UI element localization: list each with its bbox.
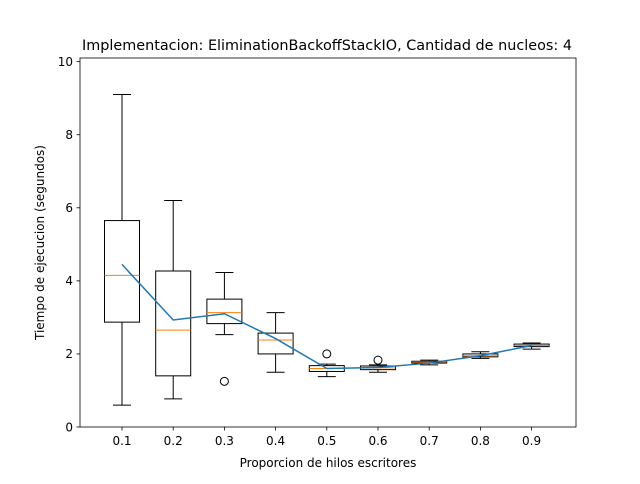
y-tick-label: 10 [58,55,73,69]
plot-area [104,94,550,406]
x-tick-label: 0.2 [164,434,183,448]
mean-line [121,263,532,370]
axes: 0.1 0.2 0.3 0.4 0.5 0.6 0.7 0.8 0.9 0 2 4 6 8 10 [58,55,541,448]
outlier-point [219,376,229,386]
box-iqr [104,220,140,323]
chart-title: Implementacion: EliminationBackoffStackI… [82,38,572,54]
x-tick-label: 0.3 [215,434,234,448]
x-tick-label: 0.5 [317,434,336,448]
box-0.5 [308,349,345,378]
y-tick-label: 8 [65,128,73,142]
box-0.2 [155,199,192,400]
x-tick-label: 0.4 [266,434,285,448]
box-0.1 [104,94,140,406]
box-iqr [206,298,243,325]
y-tick-label: 6 [65,201,73,215]
x-tick-label: 0.9 [522,434,541,448]
x-tick-label: 0.7 [420,434,439,448]
y-tick-label: 0 [65,420,73,434]
y-tick-label: 4 [65,274,73,288]
x-tick-label: 0.6 [368,434,387,448]
x-tick-label: 0.1 [112,434,131,448]
box-iqr [257,332,294,355]
y-tick-label: 2 [65,347,73,361]
outlier-point [322,349,332,359]
plot-frame [79,57,577,428]
y-axis-label: Tiempo de ejecucion (segundos) [33,145,47,341]
box-iqr [155,270,192,377]
box-0.4 [257,312,294,373]
box-0.6 [360,355,396,373]
x-tick-label: 0.8 [471,434,490,448]
box-0.3 [206,271,243,386]
x-axis-label: Proporcion de hilos escritores [240,456,417,470]
outlier-point [373,355,383,365]
